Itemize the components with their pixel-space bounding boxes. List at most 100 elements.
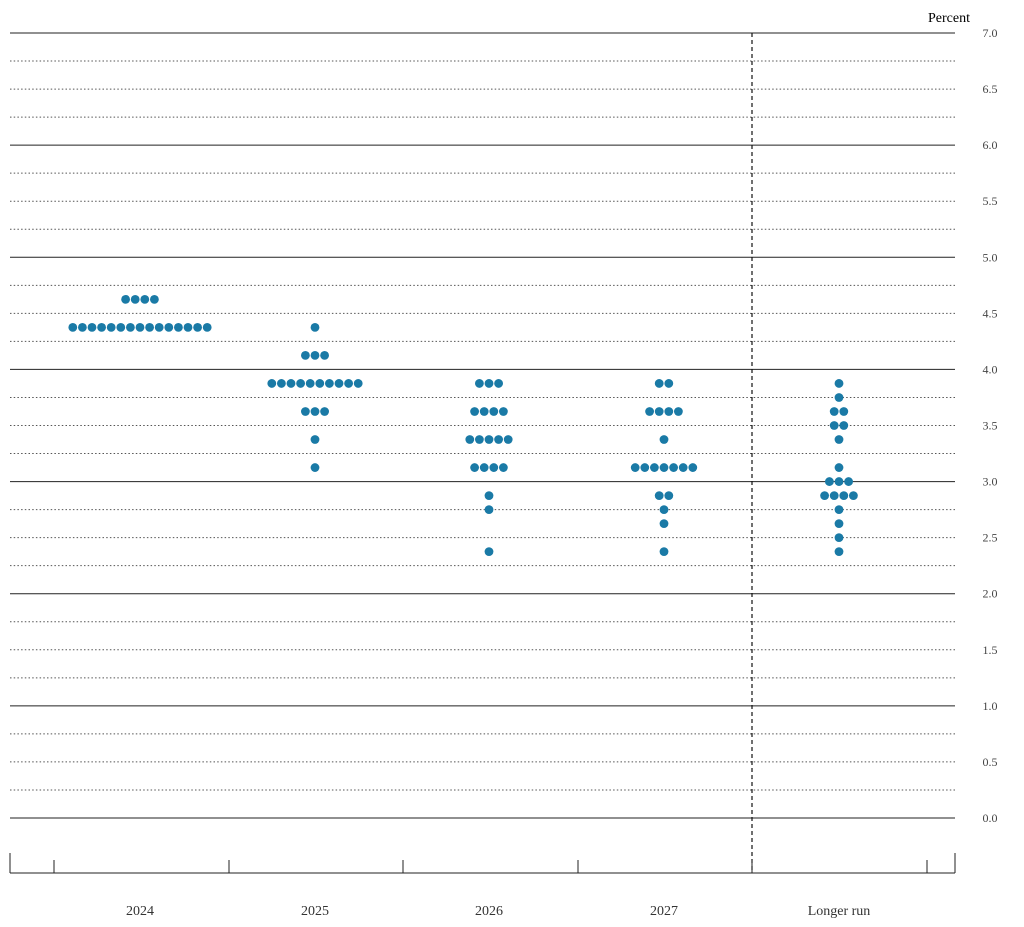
- participant-dot: [834, 533, 844, 543]
- x-axis: [9, 853, 956, 874]
- participant-dot: [140, 294, 150, 304]
- y-tick-label: 4.5: [983, 306, 998, 320]
- participant-dot: [267, 379, 277, 388]
- participant-dot: [320, 407, 329, 416]
- x-category-label: 2025: [301, 904, 329, 919]
- y-tick-label: 5.0: [983, 250, 998, 264]
- participant-dot: [470, 407, 479, 416]
- participant-dot: [310, 463, 320, 472]
- participant-dot: [145, 322, 155, 332]
- x-category-label: 2027: [650, 904, 678, 919]
- participant-dot: [202, 322, 212, 332]
- participant-dot: [659, 505, 669, 515]
- participant-dot: [829, 491, 839, 500]
- participant-dot: [849, 491, 858, 500]
- participant-dot: [659, 463, 669, 472]
- y-tick-label: 0.0: [983, 811, 998, 825]
- participant-dot: [121, 294, 130, 304]
- participant-dot: [475, 379, 484, 388]
- participant-dot: [130, 294, 140, 304]
- y-tick-label: 1.0: [983, 699, 998, 713]
- participant-dot: [659, 547, 669, 557]
- participant-dot: [645, 407, 654, 416]
- participant-dot: [310, 407, 320, 416]
- participant-dot: [834, 463, 844, 472]
- participant-dot: [353, 379, 363, 388]
- participant-dot: [479, 463, 489, 472]
- x-category-label: 2026: [475, 904, 503, 919]
- participant-dot: [106, 322, 116, 332]
- x-category-label: 2024: [126, 904, 154, 919]
- participant-dot: [834, 379, 844, 388]
- y-tick-label: 3.5: [983, 419, 998, 433]
- participant-dot: [78, 322, 87, 332]
- y-tick-label: 6.0: [983, 138, 998, 152]
- participant-dot: [193, 322, 203, 332]
- participant-dot: [664, 491, 674, 500]
- participant-dot: [669, 463, 678, 472]
- participant-dot: [320, 351, 329, 360]
- participant-dot: [834, 519, 844, 529]
- participant-dot: [659, 519, 669, 529]
- participant-dot: [325, 379, 334, 388]
- participant-dot: [829, 421, 839, 430]
- participant-dot: [183, 322, 193, 332]
- participant-dot: [834, 505, 844, 515]
- participant-dot: [310, 322, 320, 332]
- participant-dot: [489, 407, 499, 416]
- participant-dot: [479, 407, 489, 416]
- participant-dot: [650, 463, 659, 472]
- y-tick-label: 2.5: [983, 531, 998, 545]
- y-tick-label: 6.5: [983, 82, 998, 96]
- participant-dot: [630, 463, 640, 472]
- participant-dot: [839, 421, 849, 430]
- participant-dot: [296, 379, 305, 388]
- x-axis-category-labels: 2024 2025 2026 2027 Longer run: [126, 904, 870, 919]
- y-axis-tick-labels: 0.0 0.5 1.0 1.5 2.0 2.5 3.0 3.5 4.0 4.5 5.0 5.5 6.0 6…: [983, 26, 998, 825]
- participant-dot: [334, 379, 344, 388]
- y-axis-unit-label: Percent: [928, 11, 970, 26]
- participant-dot: [301, 407, 310, 416]
- participant-dot: [150, 294, 159, 304]
- participant-dot: [484, 505, 494, 515]
- participant-dot: [688, 463, 698, 472]
- participant-dot: [301, 351, 310, 360]
- y-tick-label: 1.5: [983, 643, 998, 657]
- participant-dot: [834, 393, 844, 402]
- participant-dot: [654, 491, 664, 500]
- participant-dot: [659, 435, 669, 444]
- y-tick-label: 7.0: [983, 26, 998, 40]
- participant-dot: [654, 379, 664, 388]
- x-category-label: Longer run: [808, 904, 871, 919]
- participant-dot: [475, 435, 484, 444]
- participant-dot: [834, 547, 844, 557]
- participant-dot: [315, 379, 325, 388]
- participant-dot: [97, 322, 106, 332]
- y-tick-label: 4.0: [983, 362, 998, 376]
- y-tick-label: 0.5: [983, 755, 998, 769]
- participant-dot: [116, 322, 126, 332]
- participant-dot: [484, 435, 494, 444]
- participant-dot: [839, 491, 849, 500]
- participant-dot: [674, 407, 683, 416]
- participant-dot: [499, 407, 508, 416]
- participant-dot: [640, 463, 650, 472]
- participant-dot: [494, 379, 503, 388]
- participant-dot: [164, 322, 174, 332]
- participant-dot: [484, 491, 494, 500]
- participant-dot: [484, 547, 494, 557]
- participant-dot: [68, 322, 78, 332]
- y-tick-label: 2.0: [983, 587, 998, 601]
- participant-dot: [277, 379, 286, 388]
- participant-dot: [154, 322, 164, 332]
- participant-dot: [844, 477, 853, 486]
- participant-dot: [499, 463, 508, 472]
- participant-dot: [664, 379, 674, 388]
- participant-dot: [310, 435, 320, 444]
- participant-dot: [344, 379, 353, 388]
- y-tick-label: 5.5: [983, 194, 998, 208]
- participant-dot: [494, 435, 503, 444]
- participant-dot: [503, 435, 513, 444]
- participant-dot: [834, 477, 844, 486]
